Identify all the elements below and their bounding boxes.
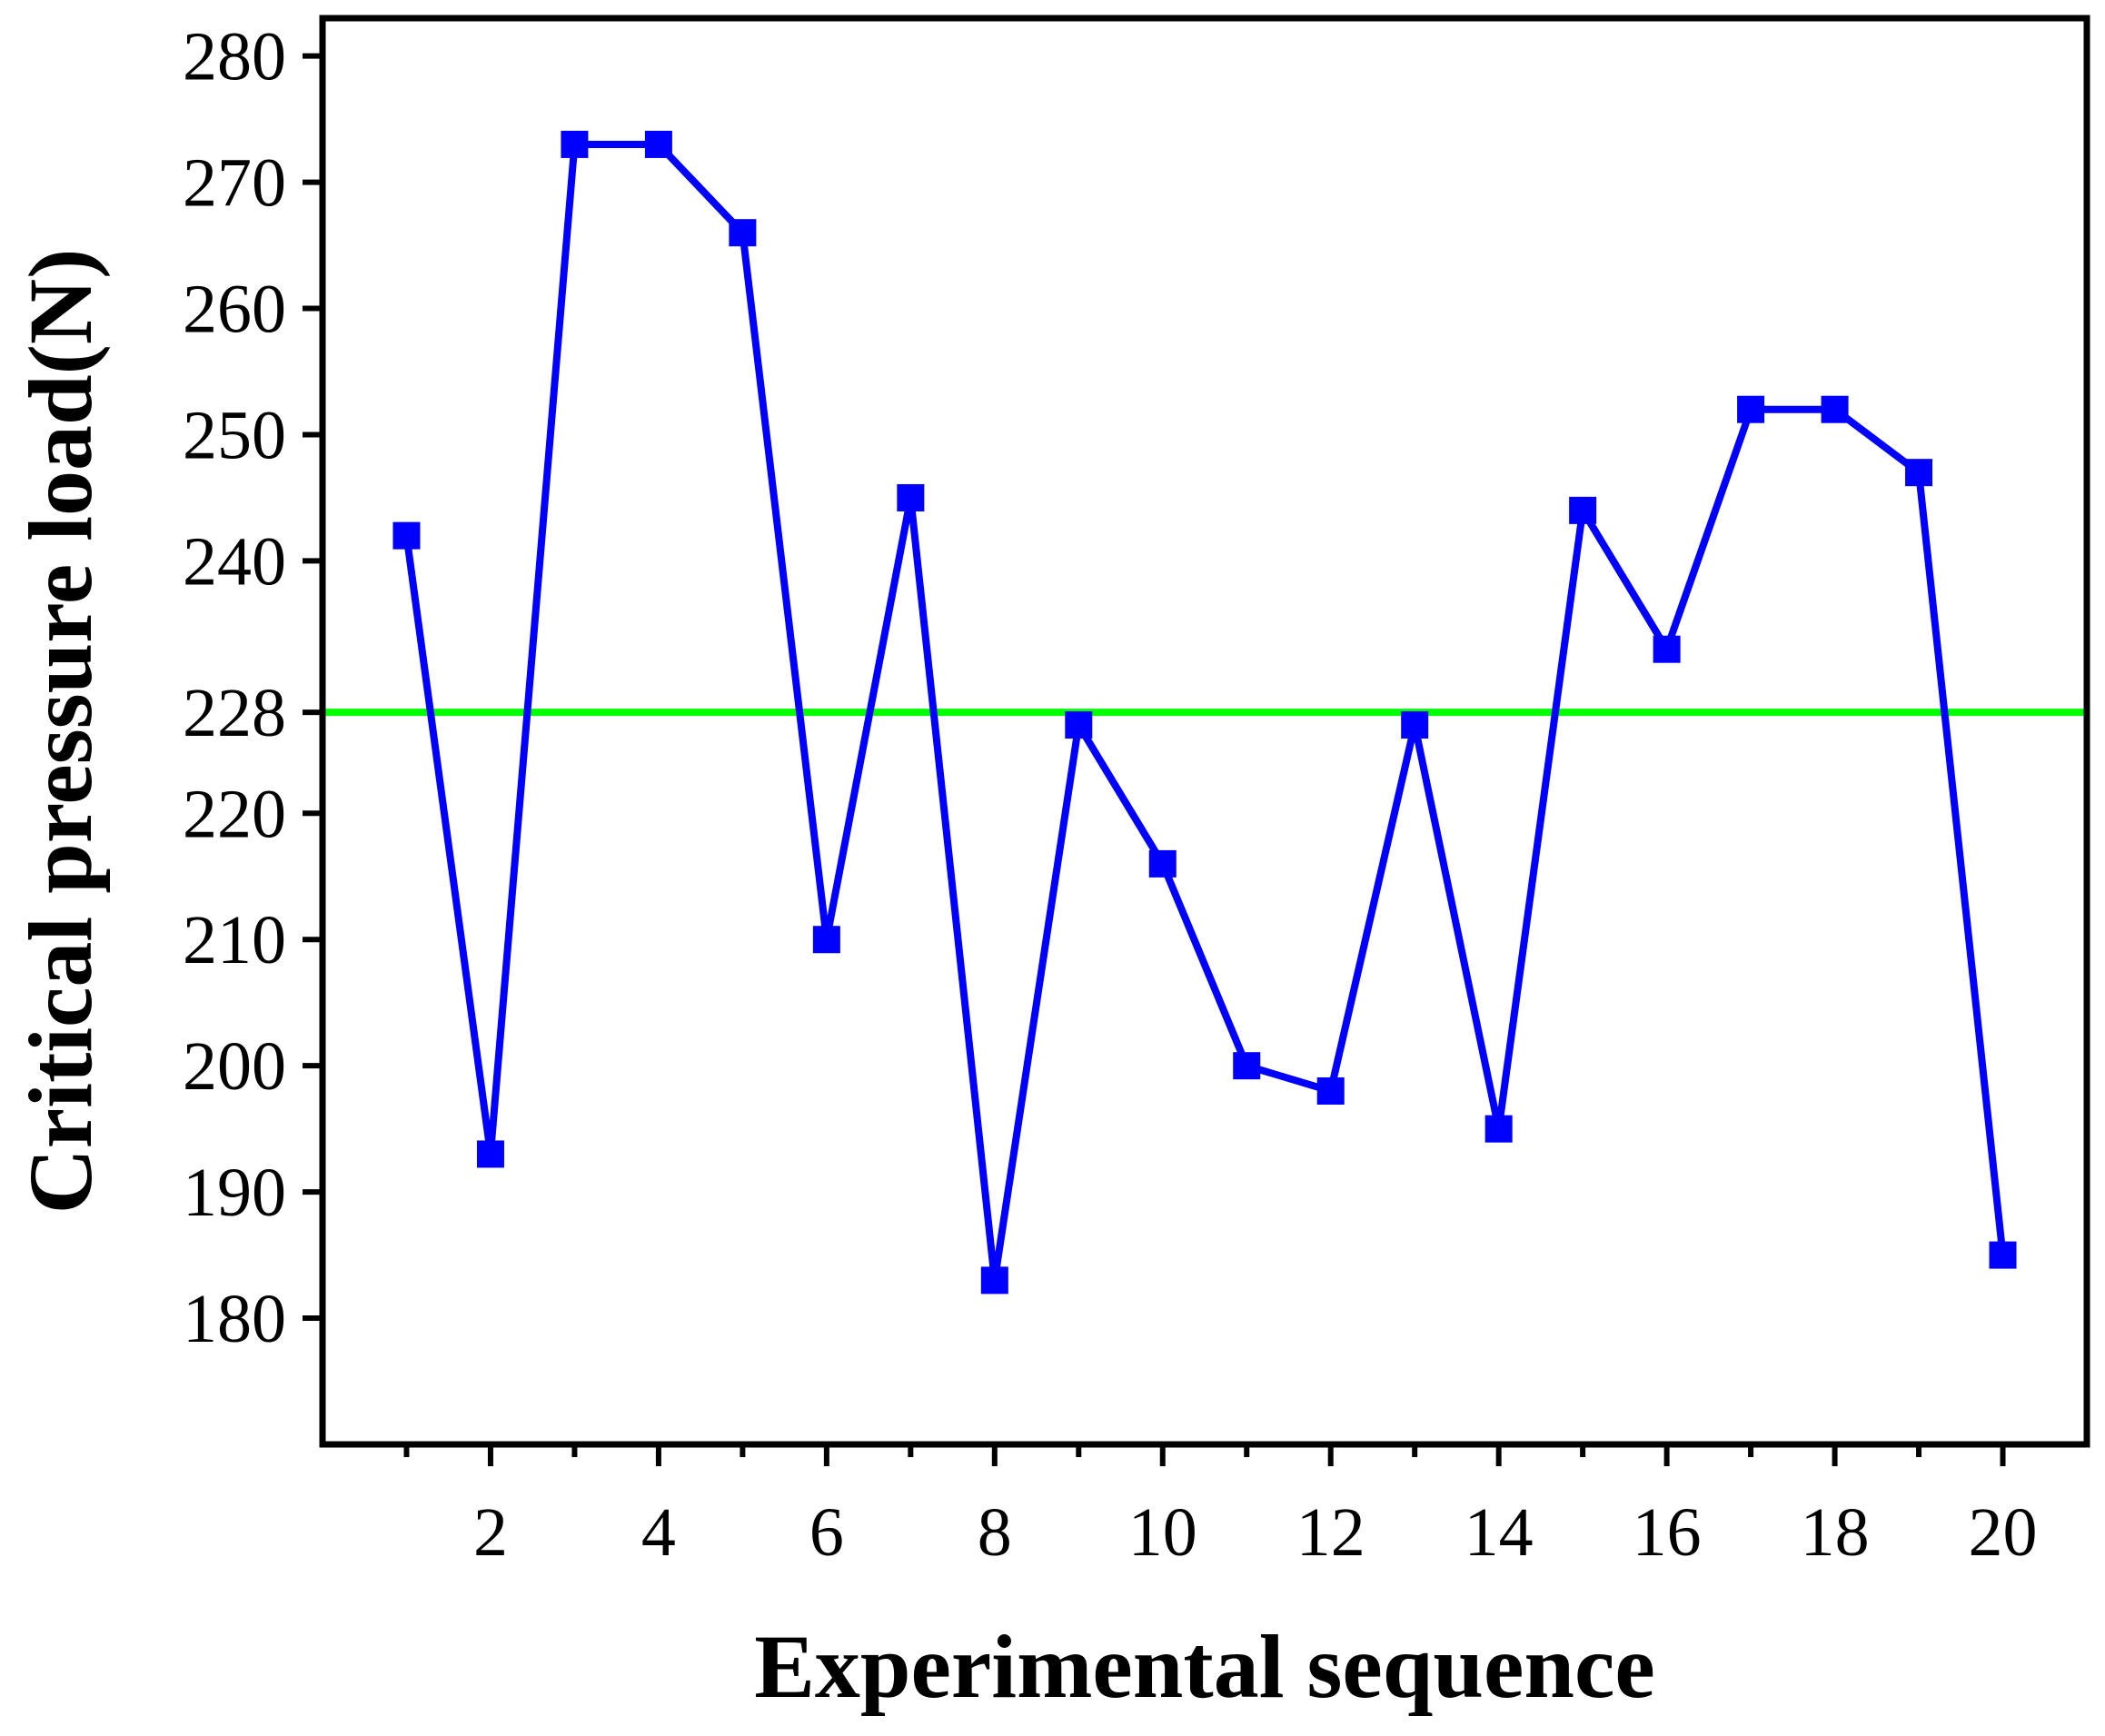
plot-frame	[319, 15, 2090, 1448]
y-axis-title: Critical pressure load(N)	[10, 249, 111, 1215]
y-tick-label: 228	[183, 675, 286, 751]
data-point	[729, 219, 757, 247]
data-point	[1653, 635, 1681, 663]
x-tick-label: 12	[1296, 1494, 1365, 1571]
data-point	[1316, 1076, 1345, 1105]
data-point	[897, 483, 925, 511]
data-point	[1569, 496, 1597, 524]
data-point	[644, 130, 672, 158]
x-tick-label: 8	[978, 1494, 1012, 1571]
data-point	[1484, 1115, 1513, 1143]
x-tick-label: 14	[1465, 1494, 1534, 1571]
x-tick-label: 4	[641, 1494, 676, 1571]
data-point	[1148, 849, 1177, 878]
y-tick-label: 270	[183, 145, 286, 222]
x-tick-label: 2	[473, 1494, 508, 1571]
series-layer	[392, 130, 2017, 1295]
x-tick-label: 18	[1801, 1494, 1870, 1571]
x-tick-label: 10	[1128, 1494, 1197, 1571]
data-point	[392, 521, 421, 550]
data-point	[1821, 395, 1849, 423]
x-tick-label: 6	[809, 1494, 844, 1571]
y-tick-label: 180	[183, 1281, 286, 1357]
y-tick-label: 260	[183, 272, 286, 348]
data-point	[476, 1140, 504, 1168]
x-tick-label: 16	[1633, 1494, 1702, 1571]
y-tick-label: 240	[183, 523, 286, 600]
y-tick-label: 190	[183, 1155, 286, 1231]
data-point	[1905, 459, 1933, 487]
data-point	[1401, 711, 1429, 739]
data-point	[812, 926, 840, 954]
x-tick-label: 20	[1969, 1494, 2038, 1571]
data-point	[561, 130, 589, 158]
y-tick-label: 280	[183, 19, 286, 95]
data-point	[1065, 711, 1093, 739]
y-tick-label: 210	[183, 902, 286, 978]
data-point	[1737, 395, 1765, 423]
data-point	[1233, 1052, 1261, 1080]
y-tick-label: 200	[183, 1028, 286, 1105]
y-tick-label: 250	[183, 397, 286, 473]
x-axis-title: Experimental sequence	[754, 1616, 1655, 1717]
series-line	[402, 140, 2007, 1281]
axis-layer: 180 190 200 210 220 228 240 250 260 270 280 2 4 6 8 10 1…	[183, 19, 2038, 1571]
y-tick-label: 220	[183, 776, 286, 852]
data-point	[1989, 1241, 2017, 1269]
data-point	[980, 1266, 1008, 1295]
